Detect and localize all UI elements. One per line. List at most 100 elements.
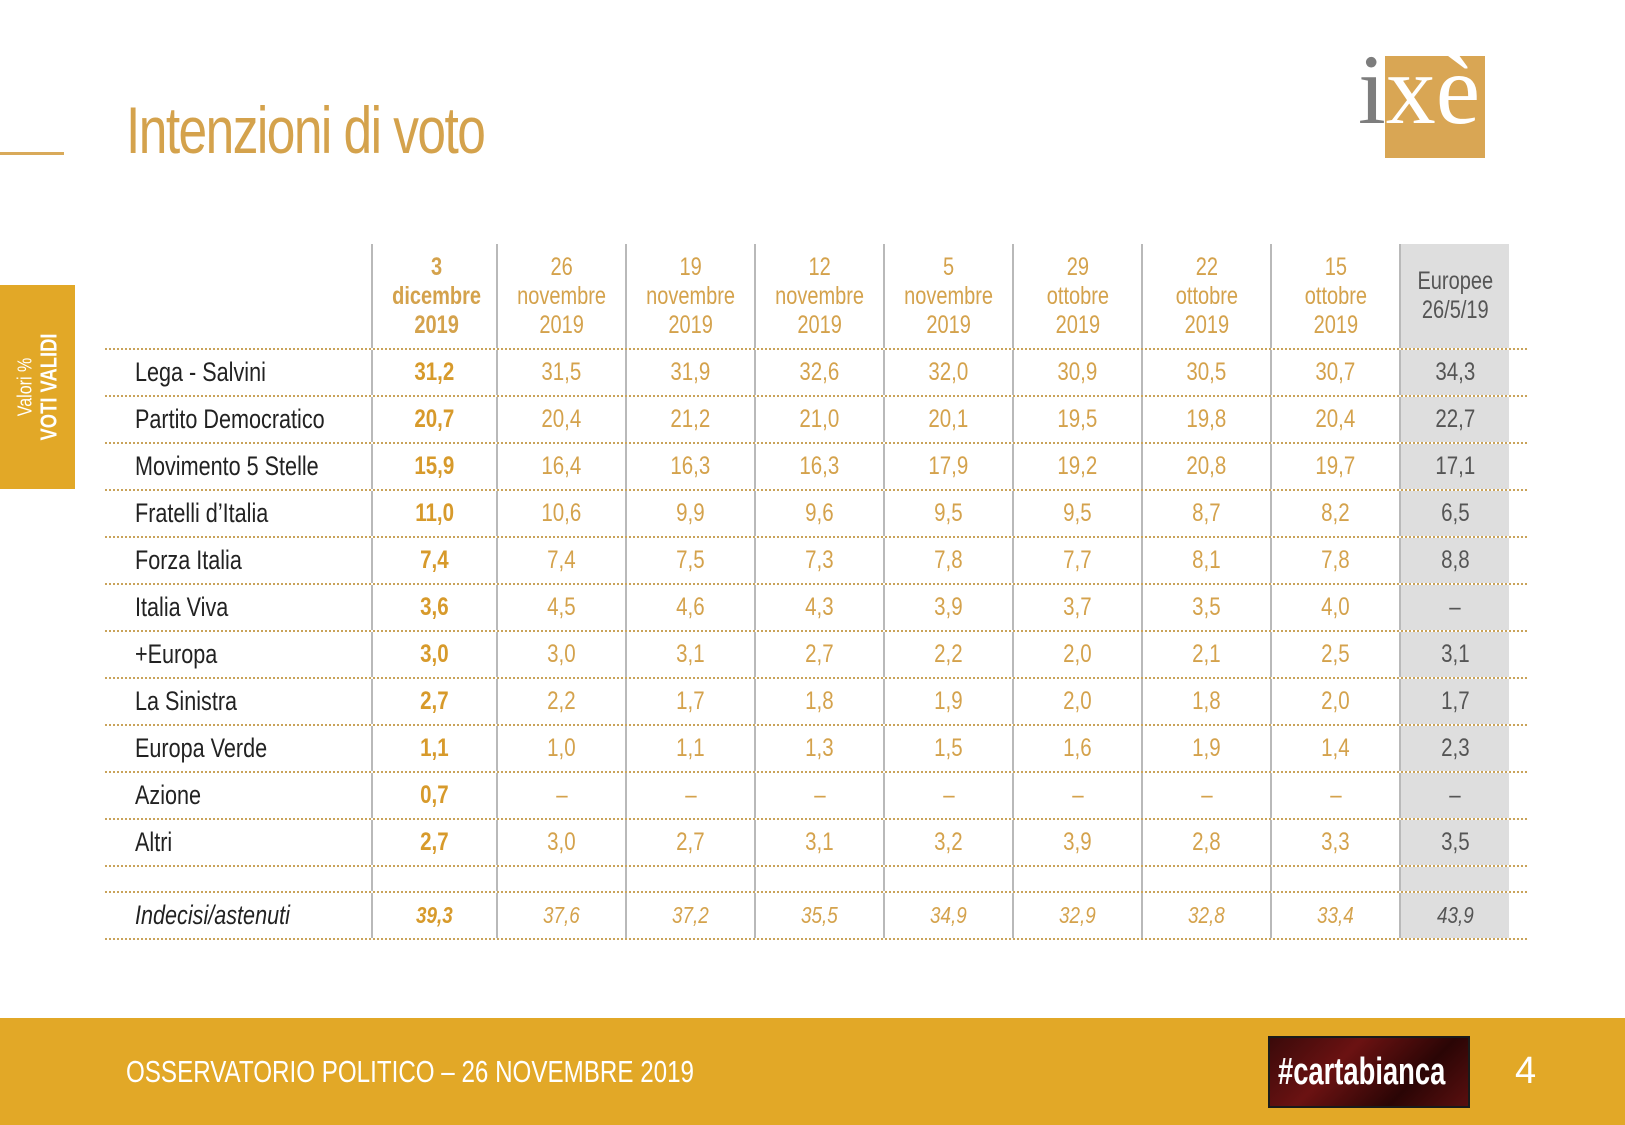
value-cell: 2,7	[371, 679, 496, 724]
value-cell: 32,8	[1141, 893, 1270, 938]
table-row: La Sinistra 2,7 2,2 1,7 1,8 1,9 2,0 1,8 2,0 1,7	[105, 679, 1527, 726]
row-label: La Sinistra	[135, 686, 238, 716]
value-cell: 31,9	[625, 350, 754, 395]
header-col-europee: Europee 26/5/19	[1399, 244, 1509, 348]
table-row: Altri 2,7 3,0 2,7 3,1 3,2 3,9 2,8 3,3 3,5	[105, 820, 1527, 867]
table-body: Lega - Salvini 31,2 31,5 31,9 32,6 32,0 30,9 30…	[105, 350, 1527, 940]
footer-text: OSSERVATORIO POLITICO – 26 NOVEMBRE 2019	[126, 1054, 694, 1089]
value-cell: 3,3	[1270, 820, 1399, 865]
value-cell: 32,9	[1012, 893, 1141, 938]
value-cell: 3,9	[1012, 820, 1141, 865]
row-label: Forza Italia	[135, 545, 242, 575]
value-cell: 3,0	[371, 632, 496, 677]
value-cell: 7,4	[371, 538, 496, 583]
value-cell: 34,9	[883, 893, 1012, 938]
value-cell: 7,8	[1270, 538, 1399, 583]
spacer-cell	[1399, 867, 1509, 891]
value-cell: 35,5	[754, 893, 883, 938]
value-cell: 2,2	[883, 632, 1012, 677]
value-cell: –	[883, 773, 1012, 818]
table-row: Lega - Salvini 31,2 31,5 31,9 32,6 32,0 30,9 30…	[105, 350, 1527, 397]
value-cell: 2,8	[1141, 820, 1270, 865]
value-cell: 1,7	[625, 679, 754, 724]
value-cell: 3,7	[1012, 585, 1141, 630]
header-col-2: 26 novembre 2019	[496, 244, 625, 348]
row-label: Movimento 5 Stelle	[135, 451, 319, 481]
table-row: Indecisi/astenuti 39,3 37,6 37,2 35,5 34,9 32,…	[105, 893, 1527, 940]
value-cell: 2,7	[371, 820, 496, 865]
cartabianca-logo: #cartabianca	[1268, 1036, 1470, 1108]
value-cell: 19,7	[1270, 444, 1399, 489]
value-cell: 34,3	[1399, 350, 1509, 395]
value-cell: –	[754, 773, 883, 818]
value-cell: –	[625, 773, 754, 818]
value-cell: –	[496, 773, 625, 818]
value-cell: 20,7	[371, 397, 496, 442]
table-row: +Europa 3,0 3,0 3,1 2,7 2,2 2,0 2,1 2,5 3,1	[105, 632, 1527, 679]
value-cell: 1,4	[1270, 726, 1399, 771]
value-cell: 3,9	[883, 585, 1012, 630]
value-cell: 3,1	[625, 632, 754, 677]
row-label: Lega - Salvini	[135, 357, 266, 387]
value-cell: 9,5	[883, 491, 1012, 536]
value-cell: 17,1	[1399, 444, 1509, 489]
row-label: Partito Democratico	[135, 404, 325, 434]
value-cell: 7,4	[496, 538, 625, 583]
value-cell: 3,0	[496, 632, 625, 677]
value-cell: 2,7	[625, 820, 754, 865]
header-col-6: 29 ottobre 2019	[1012, 244, 1141, 348]
value-cell: 2,7	[754, 632, 883, 677]
value-cell: 1,9	[1141, 726, 1270, 771]
value-cell: 2,0	[1270, 679, 1399, 724]
value-cell: 33,4	[1270, 893, 1399, 938]
value-cell: 4,6	[625, 585, 754, 630]
value-cell: –	[1270, 773, 1399, 818]
value-cell: 8,7	[1141, 491, 1270, 536]
value-cell: 1,6	[1012, 726, 1141, 771]
value-cell: 30,5	[1141, 350, 1270, 395]
value-cell: 19,5	[1012, 397, 1141, 442]
row-label: Italia Viva	[135, 592, 229, 622]
value-cell: 9,6	[754, 491, 883, 536]
page-number: 4	[1515, 1050, 1537, 1092]
spacer-cell	[1141, 867, 1270, 891]
value-cell: 37,6	[496, 893, 625, 938]
side-tab-line2: VOTI VALIDI	[34, 333, 61, 441]
table-row: Partito Democratico 20,7 20,4 21,2 21,0 20,1 1…	[105, 397, 1527, 444]
row-label: Fratelli d’Italia	[135, 498, 269, 528]
value-cell: 17,9	[883, 444, 1012, 489]
logo-letter-i: i	[1358, 34, 1386, 145]
value-cell: 31,2	[371, 350, 496, 395]
spacer-cell	[1012, 867, 1141, 891]
value-cell: 43,9	[1399, 893, 1509, 938]
value-cell: 2,5	[1270, 632, 1399, 677]
row-label: Altri	[135, 827, 173, 857]
value-cell: 3,1	[1399, 632, 1509, 677]
spacer-cell	[1270, 867, 1399, 891]
value-cell: 3,6	[371, 585, 496, 630]
logo-letters-xe: xè	[1385, 34, 1481, 145]
header-col-3: 19 novembre 2019	[625, 244, 754, 348]
value-cell: 1,8	[1141, 679, 1270, 724]
row-label: Azione	[135, 780, 202, 810]
value-cell: 6,5	[1399, 491, 1509, 536]
spacer-cell	[371, 867, 496, 891]
spacer-cell	[496, 867, 625, 891]
value-cell: 0,7	[371, 773, 496, 818]
value-cell: 11,0	[371, 491, 496, 536]
value-cell: 7,8	[883, 538, 1012, 583]
value-cell: 19,8	[1141, 397, 1270, 442]
header-col-7: 22 ottobre 2019	[1141, 244, 1270, 348]
value-cell: 8,8	[1399, 538, 1509, 583]
value-cell: 16,3	[754, 444, 883, 489]
value-cell: 3,5	[1399, 820, 1509, 865]
spacer-cell	[754, 867, 883, 891]
value-cell: 32,0	[883, 350, 1012, 395]
value-cell: 10,6	[496, 491, 625, 536]
value-cell: 3,5	[1141, 585, 1270, 630]
logo-text: ixè	[1358, 40, 1480, 140]
value-cell: 30,7	[1270, 350, 1399, 395]
value-cell: 1,1	[625, 726, 754, 771]
value-cell: 7,7	[1012, 538, 1141, 583]
side-tab-valori: Valori % VOTI VALIDI	[0, 285, 75, 489]
